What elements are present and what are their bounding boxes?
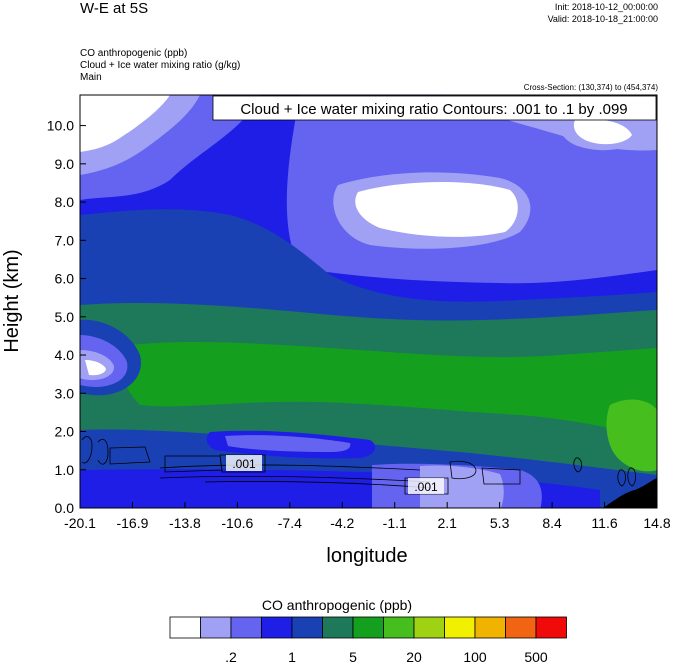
x-tick-label: -7.4	[278, 515, 302, 531]
colorbar-box	[474, 616, 506, 639]
contour-value-box	[408, 478, 444, 494]
plot-frame	[79, 94, 658, 509]
x-tick-label: 14.8	[643, 515, 670, 531]
x-tick-label: 2.1	[437, 515, 457, 531]
colorbar-box	[291, 616, 323, 639]
x-tick-label: -13.8	[169, 515, 201, 531]
y-axis: 0.0 1.0 2.0 3.0 4.0 5.0 6.0 7.0 8.0 9.0 10.0	[47, 118, 86, 516]
x-tick-label: -20.1	[64, 515, 96, 531]
cross-section-label: Cross-Section: (130,374) to (454,374)	[523, 83, 658, 92]
colorbar-box	[383, 616, 415, 639]
colorbar-box	[352, 616, 384, 639]
y-tick-label: 2.0	[55, 424, 75, 440]
x-tick-label: -4.2	[330, 515, 354, 531]
colorbar-box	[200, 616, 232, 639]
y-tick-label: 8.0	[55, 194, 75, 210]
contour-value-label: .001	[232, 457, 256, 471]
field-label-main: Main	[80, 72, 102, 83]
x-tick-label: 5.3	[490, 515, 510, 531]
x-tick-label: -16.9	[116, 515, 148, 531]
y-tick-label: 5.0	[55, 309, 75, 325]
x-tick-label: -10.6	[221, 515, 253, 531]
colorbar-box	[322, 616, 354, 639]
contour-value-label: .001	[414, 480, 438, 494]
field-label-cloud: Cloud + Ice water mixing ratio (g/kg)	[80, 60, 241, 71]
colorbar-box	[261, 616, 293, 639]
contour-label: Cloud + Ice water mixing ratio Contours:…	[240, 101, 627, 118]
y-axis-label: Height (km)	[1, 249, 23, 352]
colorbar-label: 5	[349, 649, 357, 665]
y-tick-label: 6.0	[55, 271, 75, 287]
colorbar-label: 500	[524, 649, 548, 665]
colorbar-label: .2	[225, 649, 237, 665]
x-tick-label: 8.4	[542, 515, 562, 531]
y-tick-label: 4.0	[55, 347, 75, 363]
colorbar-label: 20	[406, 649, 422, 665]
colorbar-box	[505, 616, 537, 639]
y-tick-label: 1.0	[55, 462, 75, 478]
co-filled-contours	[80, 95, 657, 508]
colorbar-box	[444, 616, 476, 639]
init-time: Init: 2018-10-12_00:00:00	[554, 2, 658, 12]
y-tick-label: 3.0	[55, 385, 75, 401]
colorbar-box	[535, 616, 567, 639]
x-tick-label: 11.6	[591, 515, 617, 531]
contour-value-box	[226, 455, 262, 471]
contour-label-box	[212, 95, 657, 121]
y-tick-label: 10.0	[47, 118, 74, 134]
x-axis-label: longitude	[326, 545, 407, 567]
valid-time: Valid: 2018-10-18_21:00:00	[547, 14, 658, 24]
y-tick-label: 9.0	[55, 156, 75, 172]
x-tick-label: -1.1	[383, 515, 407, 531]
plot-title: W-E at 5S	[80, 0, 149, 17]
field-label-co: CO anthropogenic (ppb)	[80, 48, 188, 59]
y-tick-label: 0.0	[55, 500, 75, 516]
colorbar-title: CO anthropogenic (ppb)	[261, 597, 413, 613]
colorbar-label: 1	[288, 649, 296, 665]
x-axis: -20.1 -16.9 -13.8 -10.6 -7.4 -4.2 -1.1 2.1 5.3 8.…	[64, 502, 671, 531]
colorbar-box	[230, 616, 262, 639]
cross-section-plot: Cloud + Ice water mixing ratio Contours:…	[1, 94, 671, 567]
y-tick-label: 7.0	[55, 232, 75, 248]
colorbar-box	[413, 616, 445, 639]
colorbar-box	[169, 616, 201, 639]
colorbar-label: 100	[463, 649, 487, 665]
